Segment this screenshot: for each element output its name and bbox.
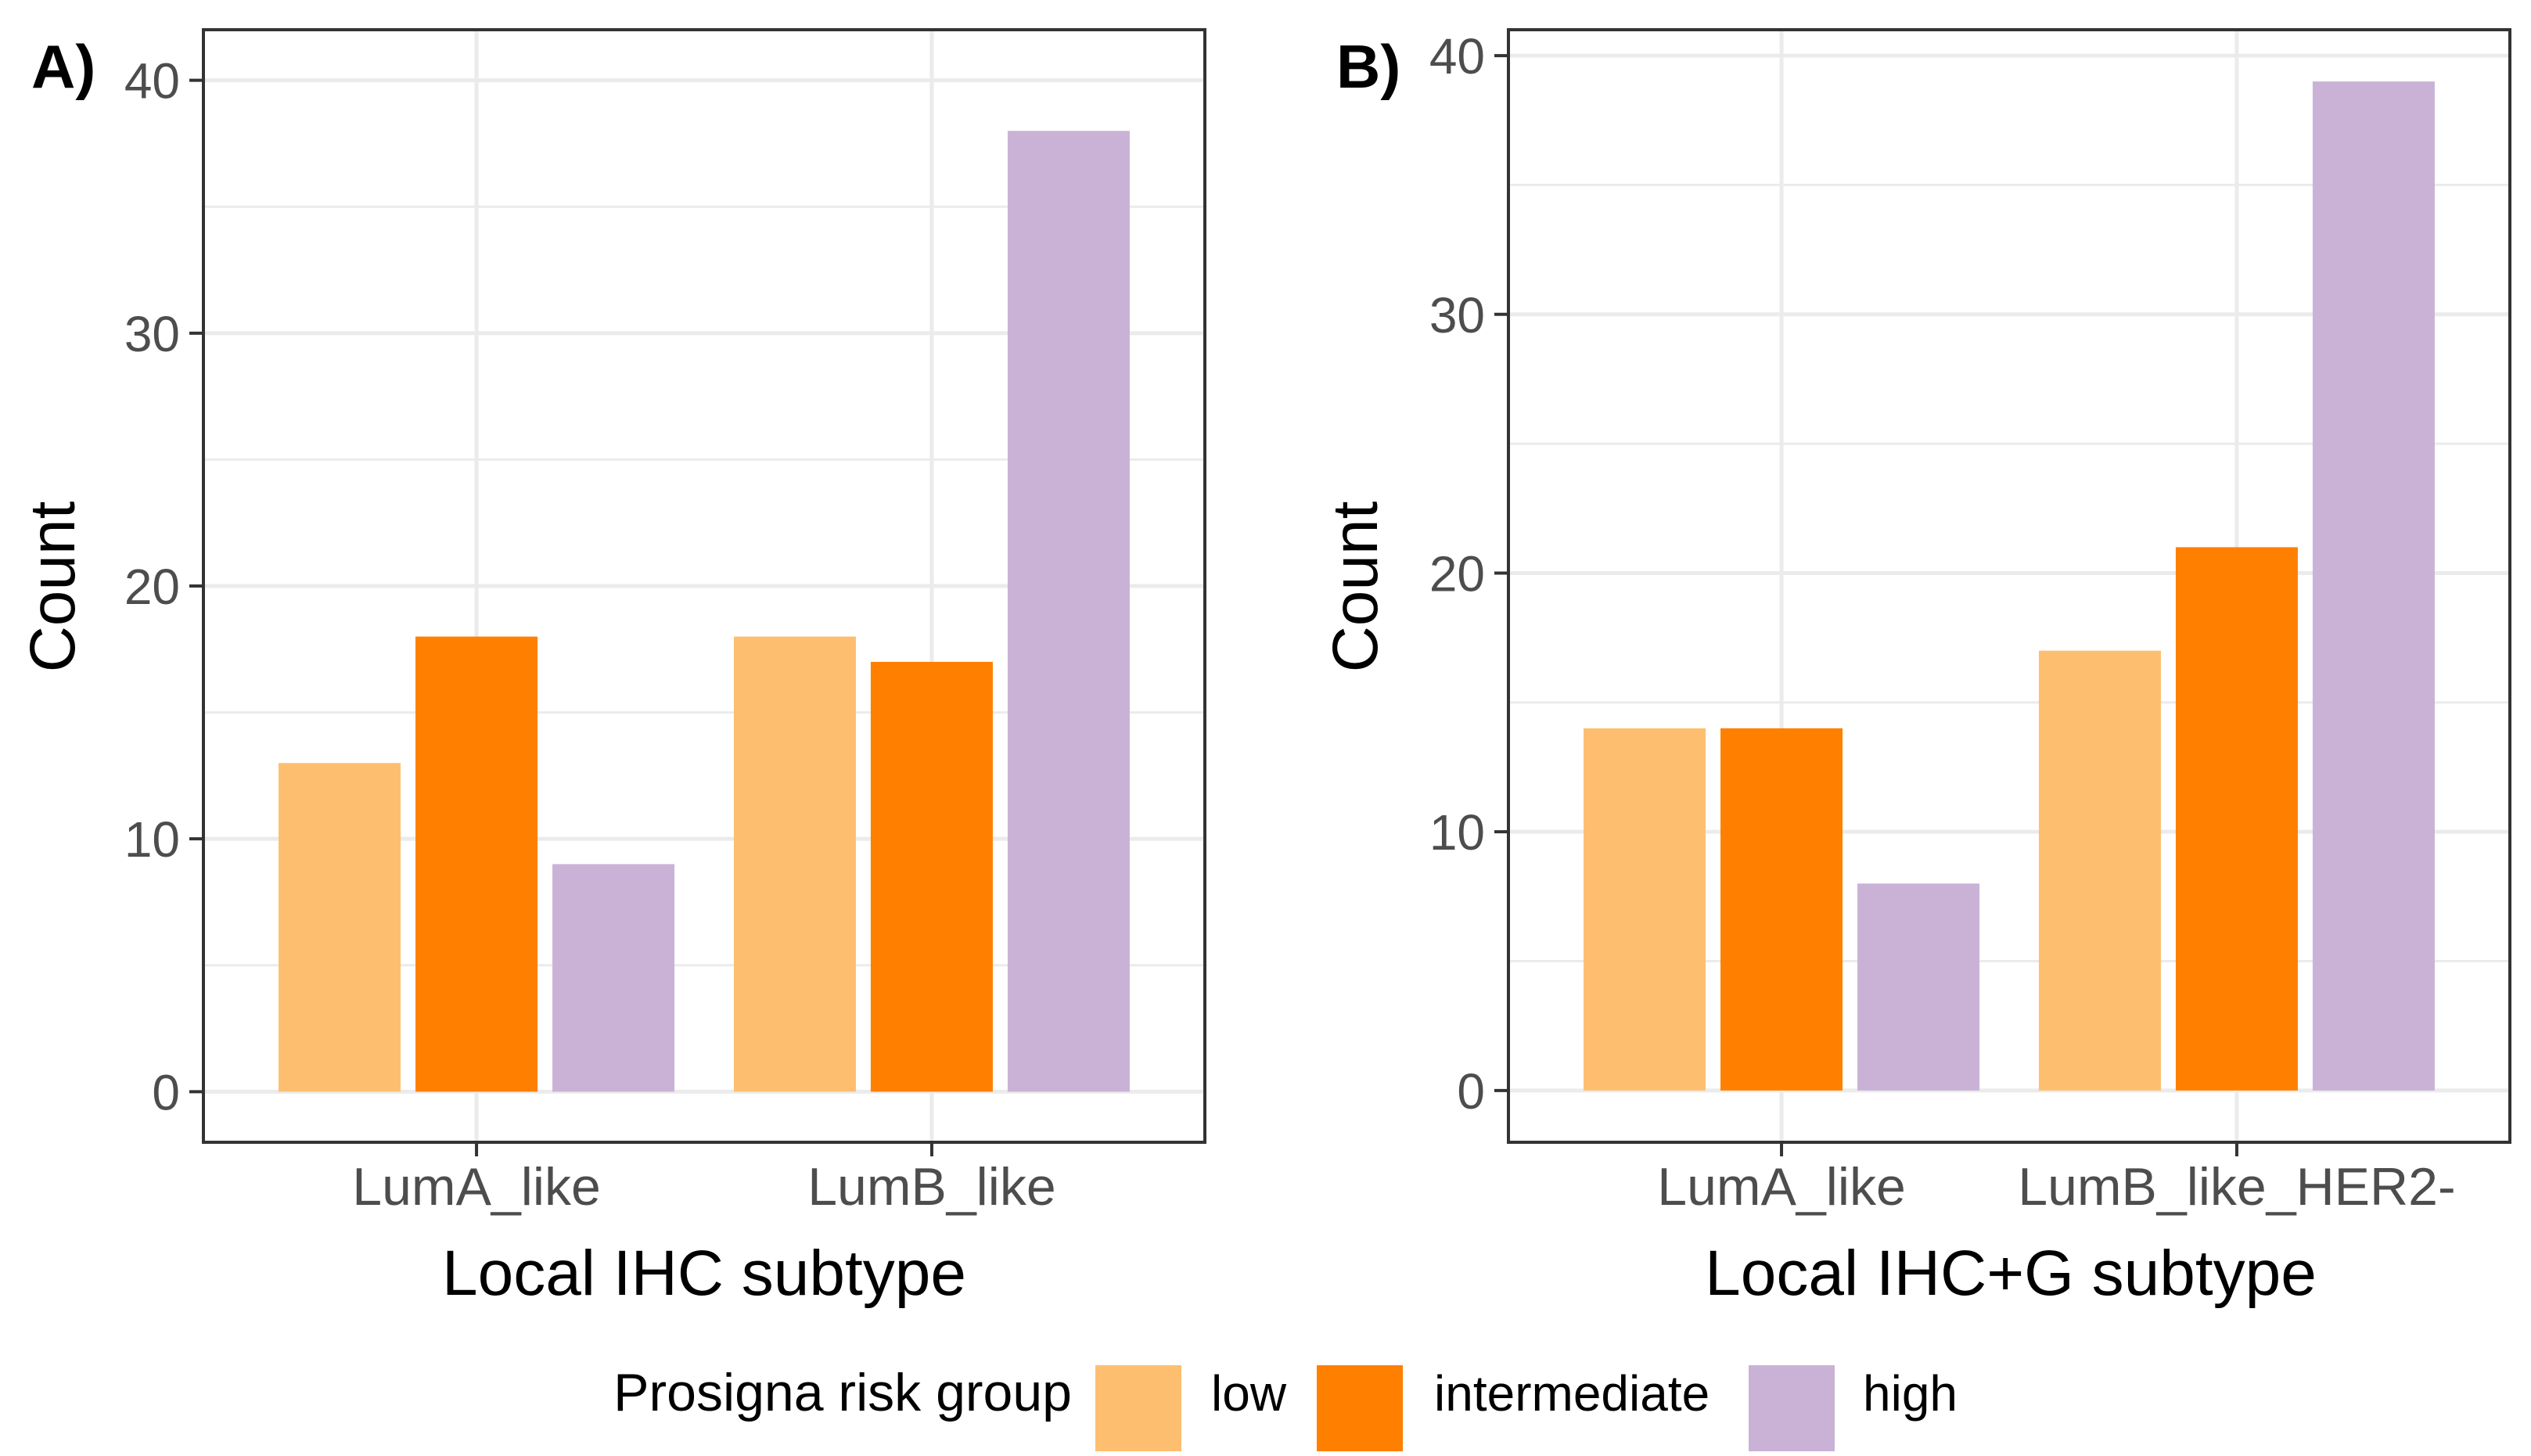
bar-high-LumA_like (552, 864, 675, 1092)
panel-label: B) (1336, 32, 1400, 101)
legend-label-high: high (1863, 1365, 1958, 1422)
panel-b: 0 10 20 30 40 LumA_like LumB_like_HER2- Local I… (1320, 28, 2511, 1309)
x-axis-title: Local IHC+G subtype (1705, 1238, 2317, 1309)
plot-border (1507, 28, 2511, 1144)
y-tick-label: 10 (1429, 804, 1485, 861)
y-tick-label: 10 (124, 811, 180, 868)
y-tick-label: 40 (124, 53, 180, 110)
panel-label: A) (31, 32, 95, 101)
legend-swatch-low (1095, 1365, 1181, 1451)
x-tick-label: LumB_like_HER2- (2018, 1157, 2455, 1217)
x-axis-title: Local IHC subtype (442, 1238, 966, 1309)
y-tick-label: 40 (1429, 28, 1485, 84)
bar-low-LumB_like (733, 636, 856, 1092)
legend-swatch-high (1749, 1365, 1835, 1451)
y-axis-title: Count (17, 501, 88, 672)
legend: Prosigna risk group low intermediate hig… (613, 1363, 1958, 1451)
y-tick-label: 30 (1429, 287, 1485, 343)
bar-high-LumB_like_HER2- (2312, 81, 2435, 1091)
bar-intermediate-LumA_like (1720, 728, 1843, 1091)
x-tick-label: LumB_like (807, 1157, 1056, 1217)
x-tick-label: LumA_like (1657, 1157, 1906, 1217)
bar-low-LumB_like_HER2- (2038, 650, 2161, 1091)
legend-swatch-intermediate (1317, 1365, 1403, 1451)
y-tick-label: 20 (124, 559, 180, 615)
y-tick-label: 0 (1457, 1063, 1485, 1120)
y-tick-label: 20 (1429, 545, 1485, 602)
bar-low-LumA_like (1584, 728, 1706, 1091)
legend-label-low: low (1211, 1365, 1287, 1422)
bar-intermediate-LumA_like (415, 636, 538, 1092)
legend-label-intermediate: intermediate (1434, 1365, 1710, 1422)
legend-title: Prosigna risk group (613, 1363, 1072, 1422)
y-axis-title: Count (1320, 501, 1391, 672)
y-tick-label: 0 (152, 1064, 180, 1120)
x-tick-label: LumA_like (352, 1157, 601, 1217)
bar-high-LumB_like (1007, 131, 1130, 1092)
bar-high-LumA_like (1857, 883, 1980, 1091)
bar-intermediate-LumB_like_HER2- (2175, 547, 2298, 1091)
y-tick-label: 30 (124, 306, 180, 362)
panel-a: 0 10 20 30 40 LumA_like LumB_like Local IHC sub… (17, 28, 1206, 1309)
bar-intermediate-LumB_like (870, 661, 993, 1092)
bar-low-LumA_like (279, 763, 401, 1092)
